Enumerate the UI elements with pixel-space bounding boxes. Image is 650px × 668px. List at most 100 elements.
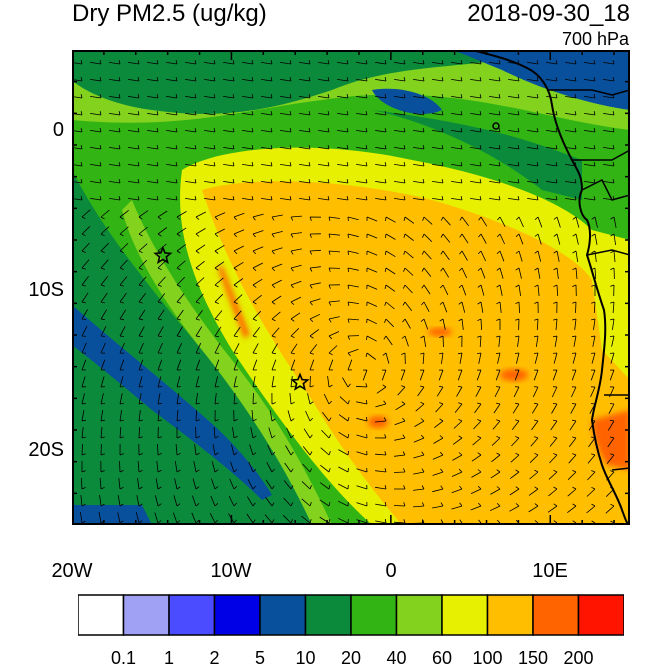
wind-barb bbox=[337, 179, 349, 184]
wind-barb bbox=[320, 464, 331, 473]
wind-barb bbox=[242, 162, 254, 167]
wind-barb bbox=[301, 481, 312, 490]
wind-barb bbox=[138, 226, 148, 237]
wind-barb bbox=[458, 301, 466, 313]
wind-barb bbox=[515, 250, 523, 262]
wind-barb bbox=[477, 301, 484, 313]
wind-barb bbox=[100, 393, 106, 405]
wind-barb bbox=[283, 497, 294, 507]
wind-barb bbox=[530, 436, 539, 447]
wind-barb bbox=[265, 496, 275, 507]
wind-barb bbox=[515, 233, 524, 245]
wind-barb bbox=[553, 250, 560, 262]
wind-barb bbox=[356, 94, 368, 99]
wind-barb bbox=[176, 427, 181, 439]
wind-barb bbox=[138, 443, 143, 456]
wind-barb bbox=[394, 162, 406, 167]
wind-barb bbox=[393, 468, 406, 473]
wind-barb bbox=[356, 484, 368, 490]
wind-barb bbox=[318, 111, 330, 116]
wind-barb bbox=[590, 352, 596, 364]
wind-barb bbox=[80, 512, 86, 524]
wind-barb bbox=[422, 216, 433, 225]
wind-barb bbox=[290, 264, 302, 272]
wind-barb bbox=[280, 94, 292, 99]
wind-barb bbox=[81, 393, 87, 405]
wind-barb bbox=[432, 111, 444, 116]
pm25-map bbox=[72, 50, 630, 525]
wind-barb bbox=[394, 451, 406, 457]
wind-barb bbox=[591, 233, 598, 245]
wind-barb bbox=[591, 216, 598, 228]
wind-barb bbox=[327, 376, 333, 388]
wind-barb bbox=[606, 470, 615, 481]
colorbar-box bbox=[78, 594, 125, 636]
wind-barb bbox=[567, 486, 577, 497]
wind-barb bbox=[250, 427, 257, 439]
wind-barb bbox=[356, 145, 368, 150]
wind-barb bbox=[451, 77, 463, 82]
wind-barb bbox=[610, 250, 616, 263]
wind-barb bbox=[451, 162, 463, 167]
wind-barb bbox=[128, 128, 140, 133]
field-darkgreen-southwest bbox=[72, 170, 322, 525]
wind-barb bbox=[439, 301, 448, 313]
wind-barb bbox=[496, 318, 501, 330]
colorbar-label: 1 bbox=[163, 648, 174, 668]
wind-barb bbox=[242, 196, 254, 201]
wind-barb bbox=[135, 512, 143, 524]
wind-barb bbox=[271, 231, 283, 238]
wind-barb bbox=[347, 335, 360, 340]
wind-barb bbox=[337, 94, 349, 99]
wind-barb bbox=[117, 512, 124, 524]
wind-barb bbox=[490, 469, 501, 479]
wind-barb bbox=[565, 128, 577, 133]
wind-barb bbox=[233, 212, 245, 221]
wind-barb bbox=[284, 462, 294, 473]
wind-barb bbox=[252, 230, 264, 238]
wind-barb bbox=[185, 111, 197, 116]
wind-barb bbox=[81, 427, 86, 439]
colorbar-label: 5 bbox=[254, 648, 265, 668]
wind-barb bbox=[128, 196, 140, 201]
wind-barb bbox=[109, 196, 121, 201]
wind-barb bbox=[328, 267, 341, 272]
wind-barb bbox=[435, 402, 444, 413]
wind-barb bbox=[432, 485, 444, 493]
wind-barb bbox=[176, 359, 182, 371]
wind-barb bbox=[590, 386, 596, 398]
wind-barb bbox=[81, 342, 87, 354]
wind-barb bbox=[356, 450, 368, 456]
wind-barb bbox=[157, 227, 168, 237]
wind-barb bbox=[301, 515, 312, 524]
wind-barb bbox=[572, 267, 578, 280]
wind-barb bbox=[394, 111, 406, 116]
wind-barb bbox=[515, 335, 520, 347]
wind-barb bbox=[185, 162, 197, 167]
wind-barb bbox=[413, 94, 425, 99]
wind-barb bbox=[589, 403, 596, 414]
wind-barb bbox=[432, 179, 444, 184]
wind-barb bbox=[489, 111, 501, 116]
colorbar-label: 2 bbox=[209, 648, 220, 668]
field-darkgreen-east bbox=[372, 110, 582, 200]
wind-barb bbox=[166, 77, 178, 82]
wind-barb bbox=[456, 386, 463, 397]
wind-barb bbox=[185, 60, 197, 65]
wind-barb bbox=[309, 233, 322, 238]
wind-barb bbox=[166, 111, 178, 116]
wind-barb bbox=[119, 426, 124, 439]
wind-barb bbox=[299, 94, 311, 99]
wind-barb bbox=[157, 376, 163, 388]
wind-barb bbox=[534, 233, 542, 245]
wind-barb bbox=[489, 145, 501, 150]
wind-barb bbox=[603, 111, 615, 116]
wind-barb bbox=[511, 419, 520, 430]
wind-barb bbox=[229, 478, 238, 490]
wind-barb bbox=[338, 449, 349, 456]
wind-barb bbox=[309, 329, 320, 339]
wind-barb bbox=[603, 179, 615, 184]
wind-barb bbox=[204, 196, 216, 201]
wind-barb bbox=[318, 179, 330, 184]
wind-barb bbox=[546, 145, 558, 150]
